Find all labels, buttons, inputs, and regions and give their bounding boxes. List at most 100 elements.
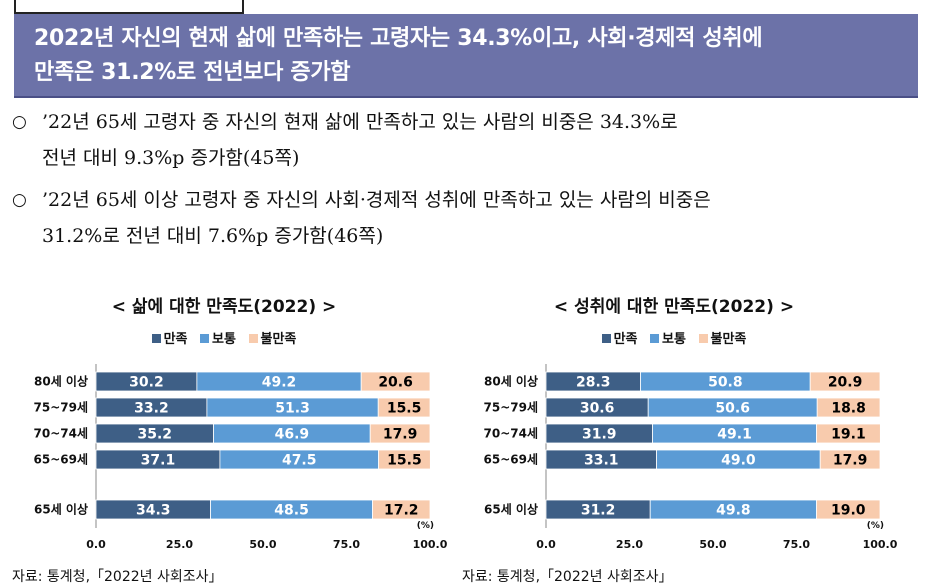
headline-line-1: 2022년 자신의 현재 삶에 만족하는 고령자는 34.3%이고, 사회·경제…	[34, 26, 763, 51]
data-label: 17.2	[384, 503, 419, 519]
chart-title: < 삶에 대한 만족도(2022) >	[111, 297, 337, 317]
legend-swatch	[248, 334, 258, 343]
category-label: 65세 이상	[484, 502, 538, 517]
bar-segment	[816, 397, 881, 418]
tick-label: 50.0	[249, 538, 276, 551]
legend-item-dissatisfied: 불만족	[698, 332, 747, 347]
data-label: 19.1	[831, 427, 866, 443]
data-label: 51.3	[275, 401, 310, 417]
data-label: 49.0	[721, 453, 756, 469]
category-label: 70~74세	[484, 426, 539, 441]
circle-bullet-icon: ○	[12, 190, 27, 210]
headline-text: 2022년 자신의 현재 삶에 만족하는 고령자는 34.3%이고, 사회·경제…	[34, 22, 914, 90]
data-label: 49.8	[716, 503, 751, 519]
data-label: 50.8	[708, 375, 743, 391]
data-label: 50.6	[715, 401, 750, 417]
chart-legend: 만족 보통 불만족	[4, 328, 444, 347]
chart-plot: 80세 이상 30.2 49.2 20.6 75~79세 33.2 51.3 15.5 70~7…	[34, 364, 448, 551]
data-label: 33.2	[134, 401, 169, 417]
bullet-item: ○ ’22년 65세 고령자 중 자신의 현재 삶에 만족하고 있는 사람의 비…	[8, 104, 920, 176]
legend-label: 만족	[613, 332, 638, 347]
headline-banner: 2022년 자신의 현재 삶에 만족하는 고령자는 34.3%이고, 사회·경제…	[14, 14, 918, 98]
legend-label: 보통	[212, 332, 236, 347]
category-label: 65~69세	[484, 452, 539, 467]
legend-item-normal: 보통	[650, 332, 686, 347]
bar-segment	[372, 499, 431, 520]
data-label: 15.5	[387, 453, 422, 469]
legend-item-satisfied: 만족	[601, 332, 638, 347]
category-label: 80세 이상	[484, 374, 538, 389]
bullet-item: ○ ’22년 65세 이상 고령자 중 자신의 사회·경제적 성취에 만족하고 …	[8, 182, 920, 254]
legend-label: 불만족	[260, 332, 297, 347]
data-label: 31.9	[582, 427, 617, 443]
life-satisfaction-chart: < 삶에 대한 만족도(2022) > 만족 보통 불만족 80세 이상 30.2…	[4, 292, 448, 582]
data-label: 17.9	[383, 427, 418, 443]
circle-bullet-icon: ○	[12, 112, 27, 132]
category-label: 80세 이상	[34, 374, 88, 389]
tick-label: 0.0	[86, 538, 106, 551]
bullet-line: 전년 대비 9.3%p 증가함(45쪽)	[42, 147, 300, 169]
bar-segment	[377, 397, 431, 418]
data-label: 20.9	[828, 375, 863, 391]
bar-segment	[360, 371, 431, 392]
tick-label: 75.0	[333, 538, 360, 551]
unit-label: (%)	[867, 521, 884, 531]
bullet-line: ’22년 65세 이상 고령자 중 자신의 사회·경제적 성취에 만족하고 있는…	[42, 189, 711, 211]
data-label: 33.1	[584, 453, 619, 469]
legend-swatch	[698, 334, 708, 343]
bar-segment	[816, 423, 881, 444]
source-note: 자료: 통계청,「2022년 사회조사」	[12, 569, 223, 585]
legend-label: 보통	[662, 332, 686, 347]
legend-item-dissatisfied: 불만족	[248, 332, 297, 347]
tick-label: 25.0	[616, 538, 643, 551]
data-label: 49.2	[262, 375, 297, 391]
bullet-list: ○ ’22년 65세 고령자 중 자신의 현재 삶에 만족하고 있는 사람의 비…	[8, 104, 920, 260]
legend-swatch	[200, 334, 210, 343]
bar-segment	[809, 371, 881, 392]
category-label: 70~74세	[34, 426, 89, 441]
chart-legend: 만족 보통 불만족	[454, 328, 894, 347]
data-label: 46.9	[275, 427, 310, 443]
bar-segment	[369, 423, 431, 444]
category-label: 75~79세	[34, 400, 89, 415]
legend-label: 만족	[163, 332, 188, 347]
legend-label: 불만족	[710, 332, 747, 347]
category-label: 65세 이상	[34, 502, 88, 517]
tick-label: 50.0	[699, 538, 726, 551]
data-label: 20.6	[378, 375, 413, 391]
legend-swatch	[601, 334, 611, 343]
legend-swatch	[151, 334, 161, 343]
data-label: 17.9	[833, 453, 868, 469]
bar-segment	[378, 449, 431, 470]
source-note: 자료: 통계청,「2022년 사회조사」	[462, 569, 673, 585]
data-label: 35.2	[138, 427, 173, 443]
data-label: 15.5	[387, 401, 422, 417]
bar-segment	[816, 499, 881, 520]
chart-title: < 성취에 대한 만족도(2022) >	[553, 297, 795, 317]
legend-swatch	[650, 334, 660, 343]
bullet-line: ’22년 65세 고령자 중 자신의 현재 삶에 만족하고 있는 사람의 비중은…	[42, 111, 678, 133]
achievement-satisfaction-chart: < 성취에 대한 만족도(2022) > 만족 보통 불만족 80세 이상 28.…	[454, 292, 898, 582]
bar-segment	[819, 449, 881, 470]
data-label: 30.6	[580, 401, 615, 417]
data-label: 19.0	[831, 503, 866, 519]
unit-label: (%)	[417, 521, 434, 531]
data-label: 28.3	[576, 375, 611, 391]
tick-label: 25.0	[166, 538, 193, 551]
data-label: 34.3	[136, 503, 171, 519]
top-frame	[14, 0, 244, 14]
data-label: 49.1	[717, 427, 752, 443]
data-label: 48.5	[274, 503, 309, 519]
legend-item-satisfied: 만족	[151, 332, 188, 347]
bullet-line: 31.2%로 전년 대비 7.6%p 증가함(46쪽)	[42, 225, 384, 247]
chart-plot: 80세 이상 28.3 50.8 20.9 75~79세 30.6 50.6 18.8 70~7…	[484, 364, 898, 551]
data-label: 31.2	[581, 503, 616, 519]
category-label: 75~79세	[484, 400, 539, 415]
headline-line-2: 만족은 31.2%로 전년보다 증가함	[34, 60, 351, 85]
data-label: 18.8	[831, 401, 866, 417]
tick-label: 75.0	[783, 538, 810, 551]
category-label: 65~69세	[34, 452, 89, 467]
data-label: 47.5	[282, 453, 317, 469]
tick-label: 100.0	[413, 538, 448, 551]
tick-label: 100.0	[863, 538, 898, 551]
